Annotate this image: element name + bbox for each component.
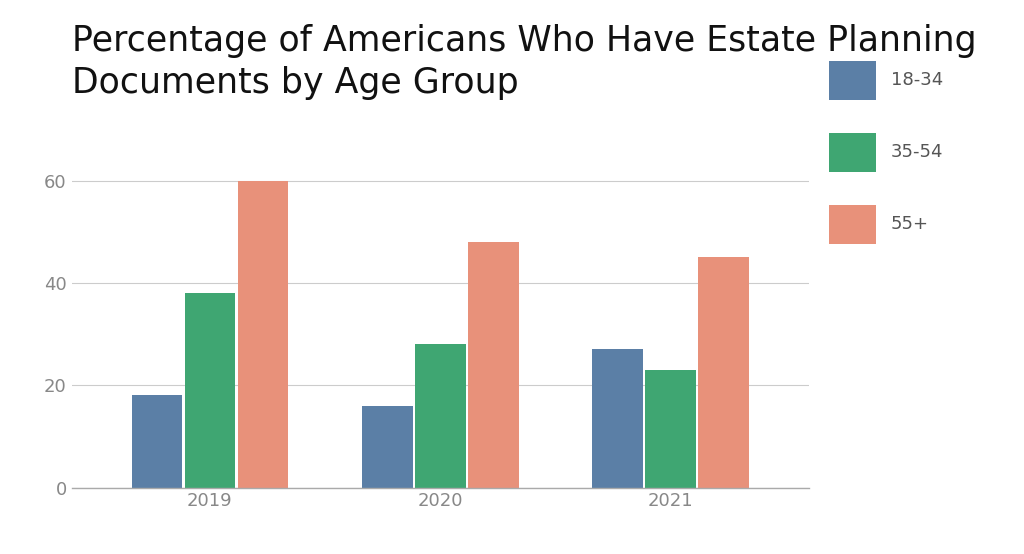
Text: 35-54: 35-54 [891, 143, 943, 161]
Bar [184, 293, 236, 488]
Bar [131, 396, 182, 488]
Bar [238, 181, 289, 488]
Bar [415, 345, 466, 488]
Bar [468, 242, 518, 488]
Text: 18-34: 18-34 [891, 71, 943, 89]
Text: 55+: 55+ [891, 216, 929, 233]
Bar [645, 370, 696, 488]
Bar [362, 406, 413, 488]
Bar [592, 350, 643, 488]
Text: Percentage of Americans Who Have Estate Planning
Documents by Age Group: Percentage of Americans Who Have Estate … [72, 24, 976, 100]
Bar [698, 258, 749, 488]
